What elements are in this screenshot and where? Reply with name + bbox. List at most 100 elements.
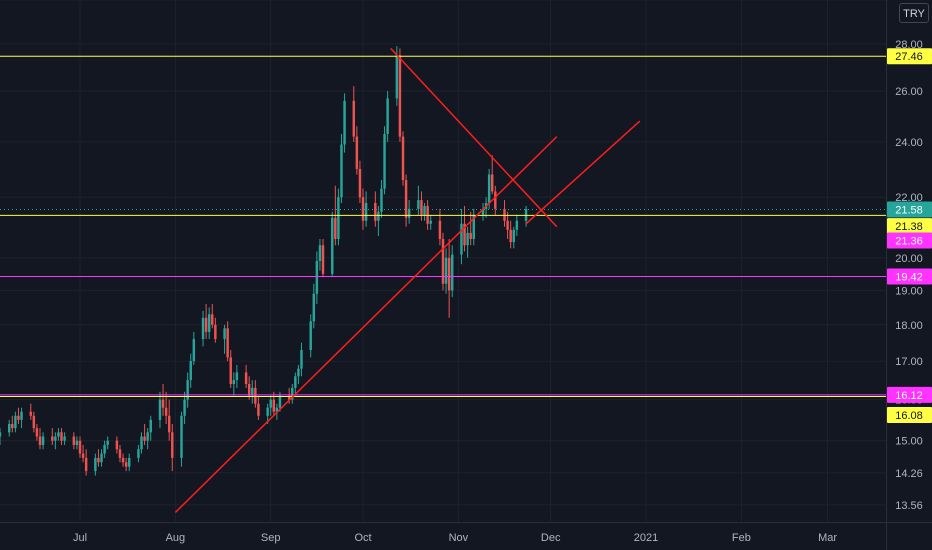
candle-body [275,407,279,412]
candle-body [407,208,411,218]
level-badge-bg [887,268,932,285]
level-badge-bg [887,386,932,403]
candle-body [146,432,149,441]
candle-body [423,205,426,215]
candle-body [226,328,229,358]
candle-body [51,436,54,441]
time-axis[interactable]: Jul Aug Sep Oct Nov Dec 2021 Feb Mar [73,532,837,544]
candle [143,423,146,445]
candle [78,436,82,458]
candle-body [183,399,186,416]
candle-body [321,245,325,274]
candle-body [35,428,39,437]
level-badge: 27.46 [895,51,923,63]
candle [515,214,519,236]
candle-body [398,55,402,137]
candle [38,428,42,450]
candle-body [97,457,100,463]
candle-body [309,321,312,351]
candle-body [63,436,66,441]
candle [481,203,485,221]
candle-body [343,100,346,145]
candle-body [515,220,519,230]
candle-body [100,453,103,463]
candle [364,191,368,227]
time-tick-label: 2021 [634,532,658,544]
candle-body [447,257,451,291]
candle-body [94,457,97,472]
candle [149,415,152,441]
grid-lines [0,0,886,522]
candle-body [466,232,469,246]
candle-body [331,217,334,274]
candle-body [278,395,282,408]
trendlines [174,47,641,513]
candle [315,251,319,304]
candle-body [118,449,122,458]
time-tick-label: Feb [732,532,751,544]
candle-body [7,423,11,433]
candle-body [140,436,143,450]
candle [503,200,506,227]
candle-body [377,211,380,221]
candle [404,174,408,227]
candle-body [161,399,165,408]
price-axis[interactable]: 13.5614.2615.0016.0017.0018.0019.0020.00… [895,39,923,512]
candle [115,436,119,454]
candle [494,185,497,215]
candle [352,86,356,142]
candle [447,239,451,318]
candle [321,239,325,278]
candle [75,436,79,450]
candle-body [171,432,174,458]
candle-body [235,372,239,381]
candle-body [192,339,196,362]
candle [164,391,168,424]
candle [127,453,131,472]
candle [35,423,39,441]
candle-body [380,188,383,212]
candle-body [352,100,356,137]
candle-body [472,214,475,240]
candle-body [509,229,512,243]
candle [423,203,426,221]
price-tick-label: 20.00 [895,253,923,265]
candle [377,205,380,236]
candle [343,93,346,153]
time-tick-label: Sep [261,532,281,544]
currency-badge[interactable]: TRY [899,3,929,23]
level-badge: 19.42 [895,272,923,284]
candle-body [60,432,63,441]
candle [487,168,491,209]
candle [355,126,359,175]
candle-body [395,55,399,99]
candle [189,353,192,388]
last-price-badge-bg [887,201,932,218]
candle-body [14,415,17,429]
trendline [390,47,558,228]
candle-body [244,372,248,384]
level-badge-21-36-bg [887,232,932,249]
candle [223,324,226,354]
candle [7,419,11,437]
candle-body [494,191,497,209]
price-tick-label: 24.00 [895,137,923,149]
candle-body [404,180,408,218]
candle [167,399,171,441]
candle-body [401,136,405,181]
time-tick-label: Jul [73,532,87,544]
candle [429,214,432,230]
candle-body [223,328,226,340]
candle-body [251,387,254,396]
candle-body [269,399,272,408]
candle [383,126,386,195]
candle-body [337,197,340,240]
candle [232,372,236,396]
candle [444,248,448,294]
candle [72,432,76,450]
candle [146,428,149,450]
candle-body [312,293,316,322]
